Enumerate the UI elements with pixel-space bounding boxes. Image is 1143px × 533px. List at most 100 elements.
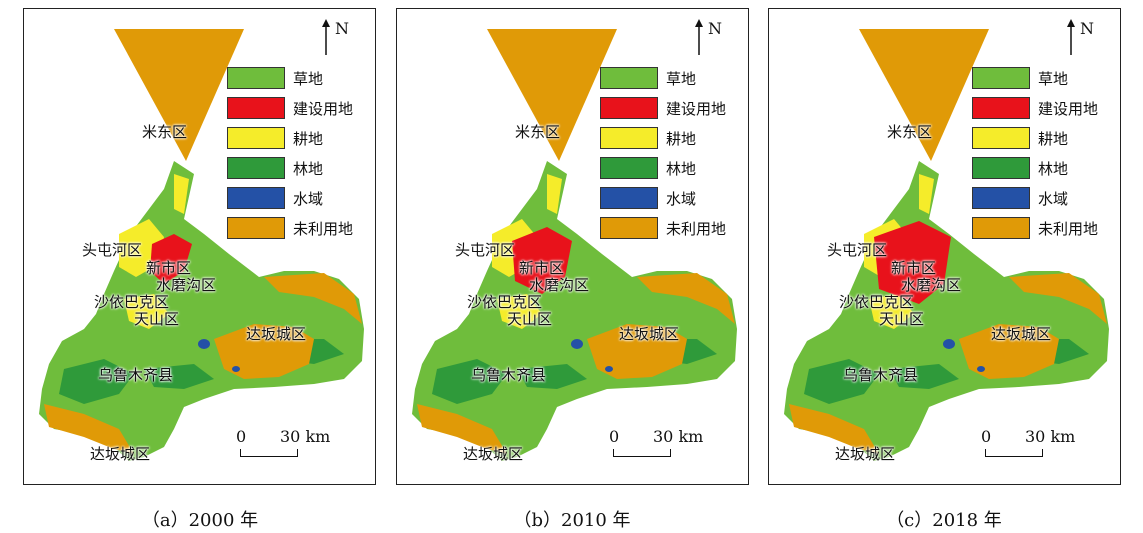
legend-label: 草地 (292, 69, 323, 88)
water-body (571, 339, 583, 349)
legend-swatch (971, 157, 1030, 179)
district-label-dabancheng: 达坂城区 (246, 325, 307, 343)
scale-distance-label: 30 km (1025, 427, 1076, 446)
district-label-shayibake: 沙依巴克区 (839, 293, 915, 311)
legend-swatch (971, 97, 1030, 119)
legend-swatch (226, 157, 285, 179)
district-label-tianshan: 天山区 (134, 310, 180, 328)
water-body (943, 339, 955, 349)
legend-label: 水域 (665, 189, 696, 208)
legend-item: 草地 (599, 63, 726, 93)
unused-land-southwest (44, 404, 134, 454)
land-use-map (39, 29, 364, 461)
scale-bar: 0 30 km (981, 427, 1091, 457)
legend-item: 未利用地 (971, 213, 1098, 243)
unused-land-wedge (859, 29, 989, 161)
land-use-map (784, 29, 1109, 461)
scale-zero-label: 0 (609, 427, 620, 446)
farmland-patch (497, 294, 542, 329)
map-panel-2000: N 草地 建设用地 耕地 林地 水域 未利用地 米东区 头屯河区 新市区 水磨沟… (23, 8, 376, 485)
legend-swatch (971, 67, 1030, 89)
district-label-toutunhe: 头屯河区 (455, 241, 516, 259)
legend-item: 林地 (971, 153, 1098, 183)
legend-item: 建设用地 (599, 93, 726, 123)
legend-item: 未利用地 (226, 213, 353, 243)
legend-label: 耕地 (665, 129, 696, 148)
scale-distance-label: 30 km (653, 427, 704, 446)
farmland-patch (124, 294, 169, 329)
north-arrow: N (321, 19, 361, 59)
panel-caption-2000: （a）2000 年 (141, 510, 259, 531)
scale-zero-label: 0 (236, 427, 247, 446)
legend-label: 建设用地 (292, 99, 353, 118)
unused-land-southwest (417, 404, 507, 454)
forest-patch (59, 359, 134, 404)
legend-item: 水域 (971, 183, 1098, 213)
water-body (198, 339, 210, 349)
scale-bar: 0 30 km (609, 427, 719, 457)
water-body (605, 366, 613, 372)
unused-land-basin (587, 324, 687, 379)
district-label-dabancheng: 达坂城区 (991, 325, 1052, 343)
map-panel-2018: N 草地 建设用地 耕地 林地 水域 未利用地 米东区 头屯河区 新市区 水磨沟… (768, 8, 1121, 485)
district-label-shuimogou: 水磨沟区 (529, 276, 590, 294)
district-label-shayibake: 沙依巴克区 (467, 293, 543, 311)
district-label-midong: 米东区 (515, 123, 561, 141)
legend-label: 草地 (1037, 69, 1068, 88)
district-label-urumqi-county: 乌鲁木齐县 (98, 366, 174, 384)
legend-item: 耕地 (971, 123, 1098, 153)
north-label: N (708, 19, 722, 38)
district-label-midong: 米东区 (887, 123, 933, 141)
unused-land-wedge (114, 29, 244, 161)
district-label-dabancheng-south: 达坂城区 (463, 445, 524, 463)
panel-caption-2010: （b）2010 年 (513, 510, 631, 531)
legend-item: 草地 (226, 63, 353, 93)
construction-land (874, 221, 951, 304)
district-label-toutunhe: 头屯河区 (82, 241, 143, 259)
district-label-xinshi: 新市区 (519, 259, 565, 277)
legend-label: 耕地 (292, 129, 323, 148)
unused-land-basin (959, 324, 1059, 379)
scale-line (985, 449, 1043, 457)
map-panel-2010: N 草地 建设用地 耕地 林地 水域 未利用地 米东区 头屯河区 新市区 水磨沟… (396, 8, 749, 485)
unused-land-wedge (487, 29, 617, 161)
legend-swatch (971, 187, 1030, 209)
legend-swatch (226, 97, 285, 119)
legend-label: 建设用地 (665, 99, 726, 118)
legend-swatch (226, 217, 285, 239)
unused-land-east (637, 273, 735, 324)
legend-label: 水域 (292, 189, 323, 208)
scale-bar: 0 30 km (236, 427, 346, 457)
unused-land-east (1009, 273, 1107, 324)
construction-land (512, 227, 572, 294)
legend-label: 耕地 (1037, 129, 1068, 148)
scale-distance-label: 30 km (280, 427, 331, 446)
legend-item: 林地 (599, 153, 726, 183)
district-label-tianshan: 天山区 (879, 310, 925, 328)
district-label-tianshan: 天山区 (507, 310, 553, 328)
forest-patch (432, 359, 507, 404)
farmland-patch (547, 174, 562, 214)
forest-patch (804, 359, 879, 404)
legend-item: 未利用地 (599, 213, 726, 243)
legend-swatch (599, 127, 658, 149)
legend-label: 林地 (665, 159, 696, 178)
legend-label: 未利用地 (665, 219, 726, 238)
unused-land-east (264, 273, 362, 324)
forest-patch (144, 364, 214, 389)
land-use-map (412, 29, 737, 461)
legend-swatch (599, 157, 658, 179)
north-arrow: N (1066, 19, 1106, 59)
legend-item: 水域 (226, 183, 353, 213)
legend-swatch (599, 187, 658, 209)
district-label-urumqi-county: 乌鲁木齐县 (471, 366, 547, 384)
district-label-xinshi: 新市区 (146, 259, 192, 277)
legend-item: 林地 (226, 153, 353, 183)
scale-line (240, 449, 298, 457)
legend-swatch (226, 127, 285, 149)
district-label-dabancheng-south: 达坂城区 (835, 445, 896, 463)
district-label-dabancheng-south: 达坂城区 (90, 445, 151, 463)
farmland-patch (919, 174, 934, 214)
legend-label: 未利用地 (292, 219, 353, 238)
legend-swatch (599, 217, 658, 239)
